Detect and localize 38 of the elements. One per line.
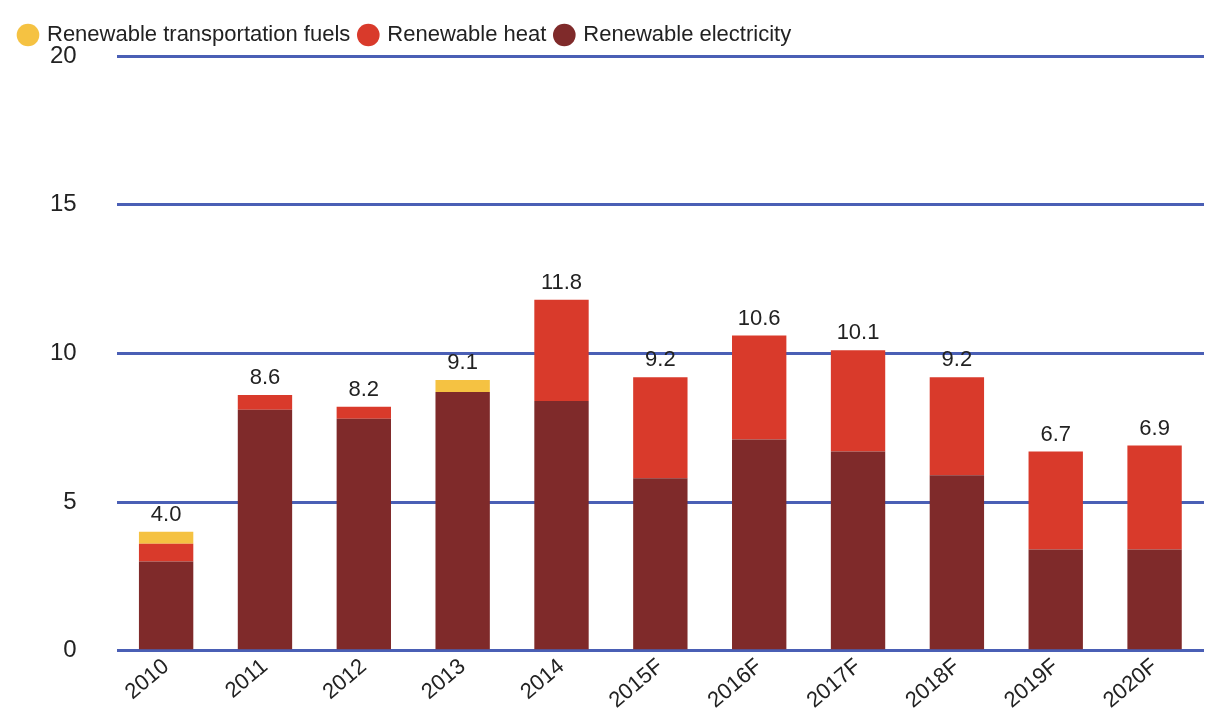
bar xyxy=(830,350,886,452)
bar xyxy=(138,531,194,544)
bar xyxy=(929,475,985,650)
bar xyxy=(1028,451,1083,550)
bar xyxy=(534,299,589,401)
bar xyxy=(732,335,787,440)
bar xyxy=(633,478,688,650)
bar xyxy=(1127,549,1182,650)
total-label: 10.6 xyxy=(737,304,781,330)
total-label: 6.7 xyxy=(1040,420,1072,446)
legend-label: Renewable heat xyxy=(387,21,547,47)
bar xyxy=(237,394,293,410)
bar xyxy=(138,543,194,562)
total-label: 11.8 xyxy=(540,268,583,294)
bar xyxy=(534,400,589,650)
bar xyxy=(732,439,787,650)
total-label: 9.1 xyxy=(447,349,478,375)
total-label: 8.2 xyxy=(348,375,380,401)
y-tick-label: 0 xyxy=(63,635,77,663)
bar xyxy=(1127,445,1182,550)
bar xyxy=(237,409,293,650)
y-tick-label: 15 xyxy=(49,189,77,217)
legend-label: Renewable electricity xyxy=(583,21,792,47)
y-tick-label: 5 xyxy=(63,486,77,514)
bar xyxy=(435,391,490,650)
bar xyxy=(336,418,391,650)
bar xyxy=(929,377,985,476)
bar xyxy=(138,561,194,650)
bar xyxy=(830,451,886,650)
total-label: 8.6 xyxy=(249,364,281,390)
total-label: 10.1 xyxy=(836,319,880,345)
y-tick-label: 10 xyxy=(49,337,77,365)
bar xyxy=(633,377,688,479)
bar xyxy=(1028,549,1083,650)
bar xyxy=(336,406,391,419)
bar xyxy=(435,380,490,392)
total-label: 6.9 xyxy=(1139,414,1170,440)
total-label: 4.0 xyxy=(150,500,182,526)
